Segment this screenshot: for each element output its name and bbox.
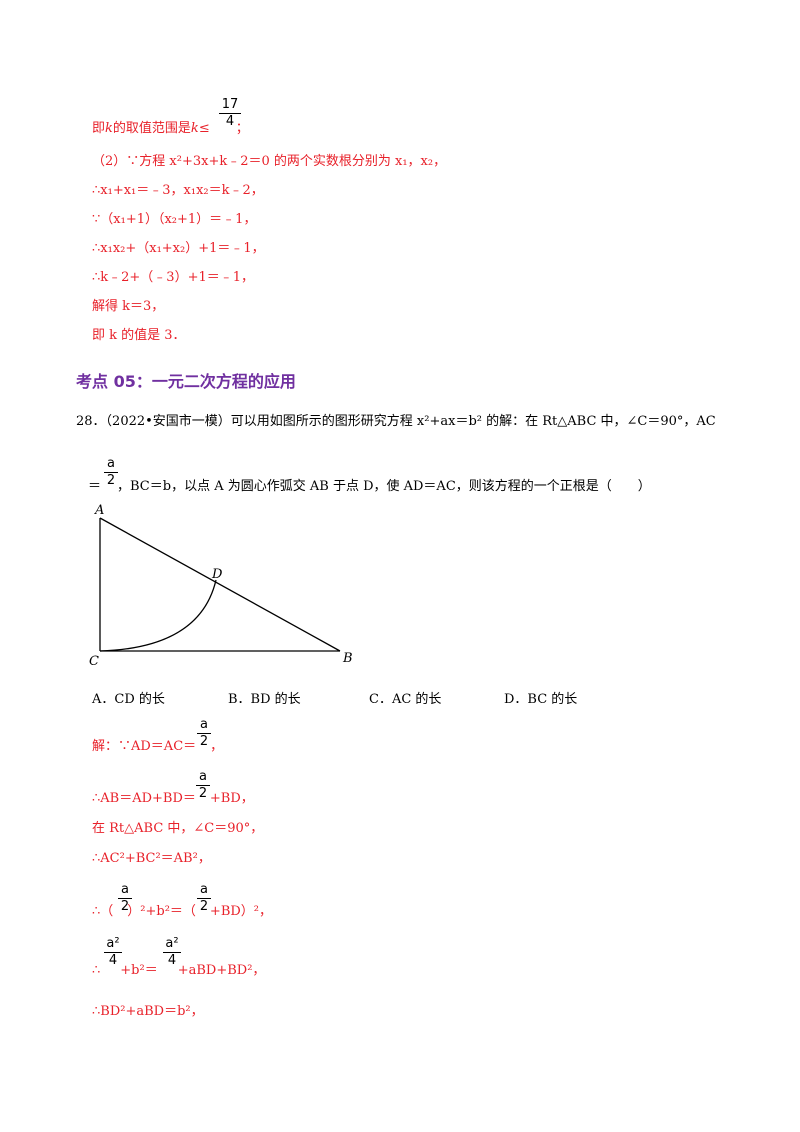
arc-cd [99, 579, 217, 652]
fraction-denominator: 2 [199, 899, 209, 914]
solution-line-7: 解得 k＝3， [92, 299, 165, 314]
text-post: +BD， [209, 791, 254, 806]
text-mid: ）²+b²＝（ [127, 904, 196, 919]
fraction-denominator: 4 [167, 953, 177, 968]
fraction-bar [219, 113, 241, 114]
side-ab [99, 517, 341, 652]
leq-sign: ≤ [198, 121, 210, 136]
solution-s2: ∴AB＝AD+BD＝ +BD， [92, 790, 254, 808]
fraction-a-over-2: a 2 [197, 883, 211, 914]
fraction-numerator: 17 [221, 97, 239, 112]
question-text-1: （2022•安国市一模）可以用如图所示的图形研究方程 x²+ax＝b² 的解：在… [105, 414, 716, 429]
question-line-2: ＝ ，BC＝b，以点 A 为圆心作弧交 AB 于点 D，使 AD＝AC，则该方程的… [88, 478, 651, 496]
label-a: A [94, 503, 104, 518]
fraction-17-over-4: 17 4 [219, 98, 241, 129]
fraction-numerator: a² [165, 936, 179, 951]
solution-line-6: ∴k﹣2+（﹣3）+1＝﹣1， [92, 270, 255, 285]
label-d: D [211, 567, 223, 582]
solution-line-4: ∵（x₁+1）（x₂+1）＝﹣1， [92, 212, 257, 227]
fraction-bar [163, 952, 181, 953]
solution-s6: ∴ +b²＝ +aBD+BD²， [92, 962, 265, 980]
fraction-a-over-2: a 2 [197, 718, 211, 749]
solution-line-2: （2）∵方程 x²+3x+k﹣2＝0 的两个实数根分别为 x₁，x₂， [92, 154, 447, 169]
solution-s3: 在 Rt△ABC 中，∠C＝90°， [92, 821, 264, 836]
text-pre: ∴AB＝AD+BD＝ [92, 791, 196, 806]
fraction-a-over-2: a 2 [104, 457, 118, 488]
fraction-a2-over-4: a² 4 [163, 937, 181, 968]
text-prefix: 即 [92, 121, 106, 136]
text-mid: +b²＝ [120, 963, 158, 978]
solution-line-5: ∴x₁x₂+（x₁+x₂）+1＝﹣1， [92, 241, 265, 256]
fraction-denominator: 2 [120, 899, 130, 914]
text-post: +aBD+BD²， [177, 963, 266, 978]
var-k2: k [190, 121, 199, 136]
label-b: B [342, 651, 353, 666]
fraction-bar [118, 898, 132, 899]
fraction-bar [197, 733, 211, 734]
fraction-numerator: a [200, 882, 208, 897]
fraction-denominator: 2 [199, 734, 209, 749]
fraction-a-over-2: a 2 [196, 770, 210, 801]
fraction-bar [197, 898, 211, 899]
fraction-a2-over-4: a² 4 [104, 937, 122, 968]
text-pre: 解：∵AD＝AC＝ [92, 739, 197, 754]
text-pre: ∴（ [92, 904, 114, 919]
solution-line-8: 即 k 的值是 3． [92, 328, 186, 343]
triangle-figure: A D C B [89, 503, 353, 669]
solution-s7: ∴BD²+aBD＝b²， [92, 1004, 204, 1019]
section-heading: 考点 05：一元二次方程的应用 [76, 372, 296, 391]
text-end: ； [235, 121, 249, 136]
fraction-denominator: 4 [225, 114, 235, 129]
solution-s5: ∴（ ）²+b²＝（ +BD）²， [92, 903, 272, 921]
fraction-a-over-2: a 2 [118, 883, 132, 914]
fraction-bar [104, 952, 122, 953]
question-eq: ＝ [88, 479, 102, 494]
option-b[interactable]: B．BD 的长 [228, 692, 301, 707]
fraction-denominator: 2 [106, 473, 116, 488]
var-k: k [105, 121, 113, 136]
solution-line-range: 即k的取值范围是k≤； [92, 120, 249, 138]
text-mid: 的取值范围是 [112, 121, 191, 136]
solution-s1: 解：∵AD＝AC＝ ， [92, 738, 223, 756]
option-d[interactable]: D．BC 的长 [504, 692, 578, 707]
label-c: C [89, 654, 99, 669]
text-pre: ∴ [92, 963, 101, 978]
option-a[interactable]: A．CD 的长 [92, 692, 165, 707]
solution-line-3: ∴x₁+x₁＝﹣3，x₁x₂＝k﹣2， [92, 183, 264, 198]
solution-s4: ∴AC²+BC²＝AB²， [92, 851, 211, 866]
fraction-bar [196, 785, 210, 786]
option-c[interactable]: C．AC 的长 [369, 692, 442, 707]
question-number: 28． [76, 414, 106, 429]
fraction-denominator: 4 [108, 953, 118, 968]
fraction-bar [104, 472, 118, 473]
fraction-numerator: a [121, 882, 129, 897]
fraction-numerator: a [199, 769, 207, 784]
question-text-2: ，BC＝b，以点 A 为圆心作弧交 AB 于点 D，使 AD＝AC，则该方程的一… [117, 479, 651, 494]
fraction-denominator: 2 [198, 786, 208, 801]
text-post: +BD）²， [209, 904, 273, 919]
question-line-1: 28．（2022•安国市一模）可以用如图所示的图形研究方程 x²+ax＝b² 的… [76, 413, 716, 431]
fraction-numerator: a [200, 717, 208, 732]
fraction-numerator: a² [106, 936, 120, 951]
fraction-numerator: a [107, 456, 115, 471]
text-post: ， [210, 739, 224, 754]
